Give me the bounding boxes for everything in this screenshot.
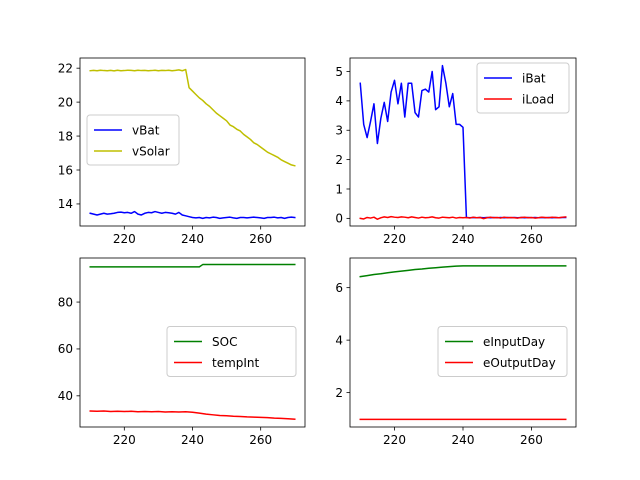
- y-tick-label: 4: [335, 94, 343, 108]
- x-tick-label: 240: [452, 433, 475, 447]
- x-tick-label: 260: [520, 232, 543, 246]
- y-tick-label: 2: [335, 153, 343, 167]
- legend-box: [437, 326, 568, 377]
- y-tick-label: 3: [335, 124, 343, 138]
- legend: eInputDay eOutputDay: [437, 326, 568, 377]
- y-tick-label: 40: [58, 389, 73, 403]
- legend-box: [166, 326, 297, 377]
- subplot-3: 220 240 260 40 60 80 SOC tempInt: [58, 257, 306, 447]
- legend: vBat vSolar: [86, 114, 180, 166]
- series-line-tempInt: [89, 410, 296, 421]
- series-line-SOC: [89, 263, 296, 268]
- x-tick-label: 220: [383, 232, 406, 246]
- legend-box: [476, 62, 570, 114]
- y-tick-label: 18: [58, 129, 73, 143]
- series-line-eInputDay: [359, 265, 567, 278]
- legend-label-vBat: vBat: [132, 123, 160, 137]
- series-line-iLoad: [359, 215, 567, 220]
- subplot-1: 220 240 260 14 16 18 20 22 vBat vSolar: [58, 57, 306, 246]
- legend-label-tempInt: tempInt: [212, 356, 260, 370]
- y-tick-label: 16: [58, 163, 73, 177]
- y-tick-label: 4: [335, 333, 343, 347]
- legend-label-eOutputDay: eOutputDay: [483, 356, 556, 370]
- legend-label-vSolar: vSolar: [132, 144, 170, 158]
- y-tick-label: 60: [58, 342, 73, 356]
- series-line-vSolar: [89, 68, 296, 167]
- x-tick-label: 220: [113, 433, 136, 447]
- legend-label-iLoad: iLoad: [522, 92, 554, 106]
- x-tick-label: 240: [181, 433, 204, 447]
- y-tick-label: 14: [58, 197, 73, 211]
- y-tick-label: 80: [58, 295, 73, 309]
- x-tick-label: 240: [452, 232, 475, 246]
- legend-label-eInputDay: eInputDay: [483, 335, 545, 349]
- y-tick-label: 2: [335, 386, 343, 400]
- legend: SOC tempInt: [166, 326, 297, 377]
- x-tick-label: 260: [249, 232, 272, 246]
- y-tick-label: 22: [58, 61, 73, 75]
- y-tick-label: 1: [335, 182, 343, 196]
- x-tick-label: 240: [181, 232, 204, 246]
- y-tick-label: 20: [58, 95, 73, 109]
- x-tick-label: 220: [113, 232, 136, 246]
- y-tick-label: 5: [335, 65, 343, 79]
- x-tick-label: 260: [520, 433, 543, 447]
- series-line-vBat: [89, 210, 296, 220]
- legend-label-iBat: iBat: [522, 71, 546, 85]
- legend-box: [86, 114, 180, 166]
- y-tick-label: 6: [335, 281, 343, 295]
- y-tick-label: 0: [335, 212, 343, 226]
- legend-label-SOC: SOC: [212, 335, 237, 349]
- x-tick-label: 220: [383, 433, 406, 447]
- subplot-4: 220 240 260 2 4 6 eInputDay eOutputDay: [335, 257, 577, 447]
- subplot-2: 220 240 260 0 1 2 3 4 5 iBat iLoad: [335, 57, 577, 246]
- x-tick-label: 260: [249, 433, 272, 447]
- legend: iBat iLoad: [476, 62, 570, 114]
